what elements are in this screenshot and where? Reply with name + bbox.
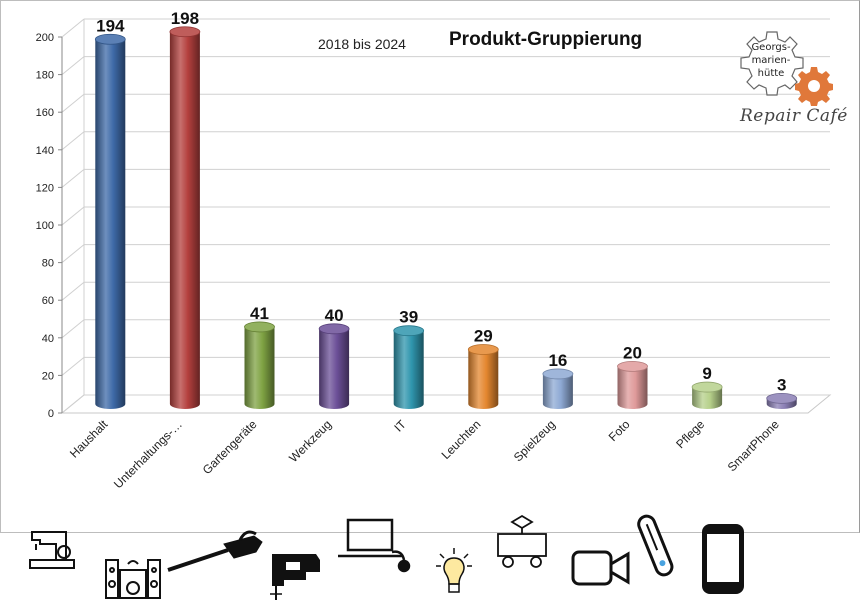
y-tick-label: 60 [42,295,54,307]
bar-top [542,368,574,380]
gear-icon [740,31,833,106]
chart-subtitle: 2018 bis 2024 [318,36,406,52]
bar-top [169,26,201,38]
bar-body [319,328,350,409]
category-label: Spielzeug [511,417,558,464]
gridline-side [61,394,85,414]
bar-body [169,31,200,409]
y-tick-label: 0 [48,408,54,420]
laptop-icon [338,518,411,573]
category-label: Foto [606,417,633,444]
category-label: Gartengeräte [200,417,260,477]
bar-top [691,381,723,393]
bar-body [692,387,723,409]
data-label: 40 [325,306,344,325]
data-label: 20 [623,343,642,362]
gridline-side [61,56,85,75]
product-icons [0,510,860,601]
category-label: Unterhaltungs-… [111,417,185,491]
data-label: 3 [777,375,786,394]
data-label: 16 [548,351,567,370]
data-label: 198 [171,9,199,28]
category-label: Haushalt [67,417,111,461]
y-tick-label: 180 [36,70,54,82]
bar-top [393,325,425,337]
repair-cafe-logo: Georgs- marien- hütte [736,16,836,132]
category-label: SmartPhone [725,417,782,474]
bar-body [393,330,424,409]
category-label: Pflege [673,417,707,451]
gridline-side [61,319,85,339]
logo-line-3: hütte [757,68,785,79]
y-tick-label: 120 [36,182,54,194]
bar-body [542,373,573,409]
bar-top [467,344,499,355]
y-tick-label: 20 [42,370,54,382]
toy-wagon-icon [497,514,547,568]
gridline-side [61,131,85,151]
stereo-icon [105,559,161,599]
category-label: Werkzeug [286,417,334,465]
bar-top [244,321,275,333]
logo-line-1: Georgs- [751,42,791,53]
gridline-side [61,18,85,38]
electric-toothbrush-icon [637,514,674,577]
data-label: 194 [96,16,125,35]
smartphone-icon [702,524,744,594]
category-label: Leuchten [439,417,484,462]
bar-top [318,323,350,335]
bar-body [244,326,275,409]
video-camera-icon [571,550,630,586]
hedge-trimmer-icon [167,530,263,572]
gridline-side [61,281,85,301]
data-label: 9 [702,364,711,383]
gridline-side [61,206,85,226]
jigsaw-icon [270,554,320,600]
y-tick-label: 160 [36,107,54,119]
bar-top [766,392,798,404]
gridline-side [61,169,85,188]
chart-title: Produkt-Gruppierung [449,29,643,50]
sewing-machine-icon [29,531,75,569]
gridline-side [61,244,85,263]
bar-body [468,349,499,409]
y-tick-label: 80 [42,258,54,270]
bar-body [95,39,126,409]
data-label: 39 [399,308,418,327]
logo-line-2: marien- [751,55,791,66]
bar-top [617,360,648,372]
y-tick-label: 140 [36,145,54,157]
bar-top [94,33,126,45]
bar-chart: 0 20 40 60 80 100 120 140 160 180 200 194 Haushalt 19… [36,9,832,491]
gridline-side [61,357,85,376]
gridline-side [61,93,85,113]
y-tick-label: 100 [36,220,54,232]
bar-body [617,366,648,409]
y-tick-label: 40 [42,333,54,345]
category-label: IT [391,417,409,435]
logo-caption: Repair Café [740,106,848,126]
y-tick-label: 200 [36,32,54,44]
light-bulb-icon [436,548,472,593]
data-label: 41 [250,304,269,323]
data-label: 29 [474,326,493,345]
